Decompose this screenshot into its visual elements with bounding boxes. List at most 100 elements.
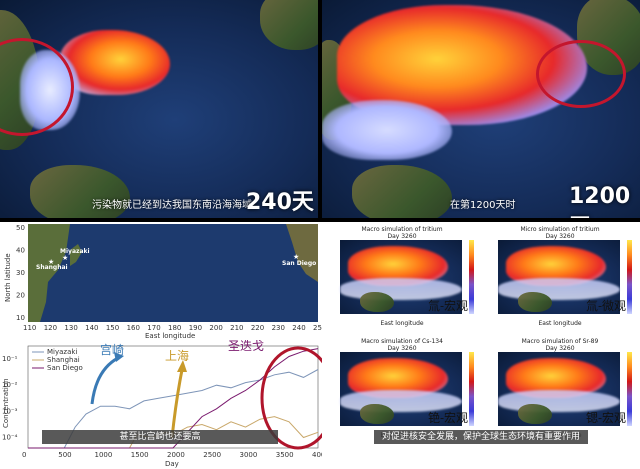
- concentration-chart: 0 500 1000 1500 2000 2500 3000 3500 4000 10⁻¹ 10⁻²…: [2, 340, 322, 468]
- simulation-grid: Macro simulation of tritium Day 3260 East …: [322, 222, 640, 469]
- chart-x-tick: 2000: [167, 451, 185, 459]
- map-x-tick: 150: [106, 324, 119, 332]
- sim-day: Day 3260: [545, 345, 575, 352]
- location-map: ★ Miyazaki ★ Shanghai ★ San Diego 110 120…: [4, 224, 322, 340]
- japan-islands: [70, 244, 82, 266]
- map-y-tick: 20: [16, 292, 25, 300]
- sim-map: [340, 240, 462, 314]
- map-x-tick: 130: [64, 324, 77, 332]
- map-x-tick: 140: [85, 324, 98, 332]
- chart-y-tick: 10⁻³: [2, 407, 18, 415]
- legend-miyazaki: Miyazaki: [47, 348, 77, 356]
- day-label-1200: 1200天: [569, 184, 631, 218]
- map-y-ticks: 10 20 30 40 50: [16, 224, 25, 322]
- map-x-tick: 210: [230, 324, 243, 332]
- sim-day: Day 3260: [387, 345, 417, 352]
- place-miyazaki: Miyazaki: [60, 248, 90, 255]
- chart-x-tick: 4000: [312, 451, 322, 459]
- colorbar: [469, 240, 474, 314]
- chart-y-tick: 10⁻¹: [2, 355, 18, 363]
- map-x-tick: 160: [127, 324, 140, 332]
- legend-shanghai: Shanghai: [47, 356, 80, 364]
- map-x-tick: 200: [209, 324, 222, 332]
- sim-brush-label: 铯-宏观: [427, 411, 468, 425]
- map-x-tick: 180: [168, 324, 181, 332]
- sim-map: [498, 352, 620, 426]
- colorbar: [627, 352, 632, 426]
- chart-x-tick: 500: [58, 451, 71, 459]
- sim-brush-label: 氚-微观: [585, 299, 626, 313]
- annot-san-diego: 圣迭戈: [228, 340, 264, 353]
- marker-san-diego: ★: [293, 253, 299, 261]
- chart-x-tick: 1500: [131, 451, 149, 459]
- chart-y-tick: 10⁻⁴: [2, 434, 18, 442]
- sim-plot: Macro simulation of tritium Day 3260 East …: [326, 224, 478, 332]
- chart-y-tick: 10⁻²: [2, 381, 18, 389]
- north-america-coast: [286, 224, 318, 282]
- southern-spread: [322, 100, 452, 160]
- analysis-panel: ★ Miyazaki ★ Shanghai ★ San Diego 110 120…: [0, 222, 322, 469]
- map-x-tick: 170: [147, 324, 160, 332]
- australia-landmass: [30, 165, 130, 218]
- sim-map: [498, 240, 620, 314]
- australia-landmass: [360, 404, 394, 424]
- map-xlabel: East longitude: [145, 332, 195, 340]
- chart-ticks: 0 500 1000 1500 2000 2500 3000 3500 4000 10⁻¹ 10⁻²…: [2, 355, 322, 459]
- asia-coast: [28, 224, 70, 322]
- marker-miyazaki: ★: [62, 254, 68, 262]
- series-line-miyazaki: [28, 369, 319, 449]
- subtitle-chart: 甚至比宫崎也还要高: [42, 430, 278, 444]
- sim-plot: Micro simulation of tritium Day 3260 East …: [484, 224, 636, 332]
- map-x-tick: 120: [44, 324, 57, 332]
- legend-san-diego: San Diego: [47, 364, 83, 372]
- marker-shanghai: ★: [48, 258, 54, 266]
- chart-x-tick: 3000: [240, 451, 258, 459]
- sim-day: Day 3260: [387, 233, 417, 240]
- map-y-tick: 40: [16, 247, 25, 255]
- sim-frame-240: 污染物就已经到达我国东南沿海海域 240天: [0, 0, 318, 218]
- chart-x-tick: 1000: [95, 451, 113, 459]
- map-x-tick: 220: [251, 324, 264, 332]
- annot-miyazaki: 宫崎: [100, 342, 124, 357]
- colorbar: [469, 352, 474, 426]
- chart-legend: Miyazaki Shanghai San Diego: [32, 348, 83, 372]
- day-label-240: 240天: [246, 190, 314, 215]
- place-shanghai: Shanghai: [36, 264, 68, 271]
- arrow-head-miyazaki: [114, 352, 124, 362]
- arrow-head-shanghai: [177, 360, 187, 372]
- arrow-miyazaki: [90, 356, 119, 405]
- australia-landmass: [352, 165, 452, 218]
- sim-map: [340, 352, 462, 426]
- sim-title: Macro simulation of tritium: [361, 226, 443, 233]
- sim-title: Macro simulation of Cs-134: [361, 338, 443, 345]
- chart-xlabel: Day: [165, 460, 179, 468]
- north-america-landmass: [260, 0, 318, 50]
- map-x-ticks: 110 120 130 140 150 160 170 180 190 200 210 220 230 2…: [23, 324, 322, 332]
- map-y-tick: 50: [16, 224, 25, 232]
- caption-240: 污染物就已经到达我国东南沿海海域: [92, 200, 252, 211]
- subtitle-bottom: 对促进核安全发展，保护全球生态环境有重要作用: [374, 430, 588, 444]
- place-san-diego: San Diego: [282, 260, 316, 267]
- chart-ylabel: Concentration: [2, 378, 10, 428]
- map-x-tick: 240: [292, 324, 305, 332]
- chart-x-tick: 0: [22, 451, 26, 459]
- sim-day: Day 3260: [545, 233, 575, 240]
- sim-brush-label: 锶-宏观: [585, 411, 626, 425]
- sim-xlabel: East longitude: [380, 320, 424, 327]
- map-x-tick: 110: [23, 324, 36, 332]
- sim-brush-label: 氚-宏观: [427, 299, 468, 313]
- sim-xlabel: East longitude: [538, 320, 582, 327]
- caption-1200: 在第1200天时: [450, 200, 516, 211]
- map-x-tick: 250: [313, 324, 322, 332]
- map-x-tick: 230: [272, 324, 285, 332]
- highlight-circle: [536, 40, 626, 108]
- map-ocean: [28, 224, 318, 322]
- australia-landmass: [518, 292, 552, 312]
- sim-frame-1200: 在第1200天时 1200天: [322, 0, 640, 218]
- map-ylabel: North latitude: [4, 253, 12, 302]
- sim-title: Micro simulation of tritium: [520, 226, 600, 233]
- colorbar: [627, 240, 632, 314]
- chart-x-tick: 3500: [276, 451, 294, 459]
